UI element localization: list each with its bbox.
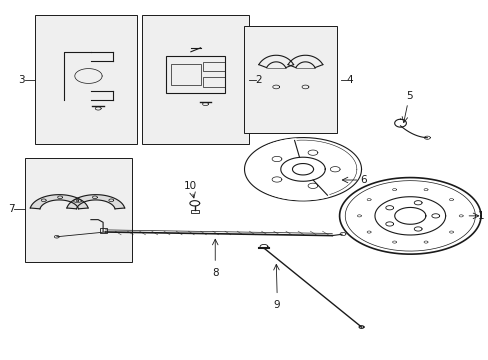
Bar	[244, 26, 336, 134]
Bar	[100, 228, 107, 233]
Text: 2: 2	[255, 75, 262, 85]
Text: 3: 3	[19, 75, 25, 85]
Bar	[203, 62, 224, 71]
Bar	[190, 210, 198, 213]
Bar	[171, 64, 200, 85]
Polygon shape	[67, 195, 124, 209]
Text: 8: 8	[211, 268, 218, 278]
Bar	[142, 15, 249, 144]
Text: 6: 6	[360, 175, 366, 185]
Bar	[25, 158, 132, 262]
Text: 10: 10	[183, 181, 196, 191]
Text: 9: 9	[273, 300, 280, 310]
Bar	[166, 56, 224, 93]
Text: 5: 5	[405, 91, 412, 101]
Text: 7: 7	[8, 204, 14, 215]
Text: 1: 1	[477, 211, 483, 221]
Polygon shape	[30, 195, 88, 209]
Bar	[203, 77, 224, 87]
Text: 4: 4	[346, 75, 353, 85]
Bar	[35, 15, 137, 144]
